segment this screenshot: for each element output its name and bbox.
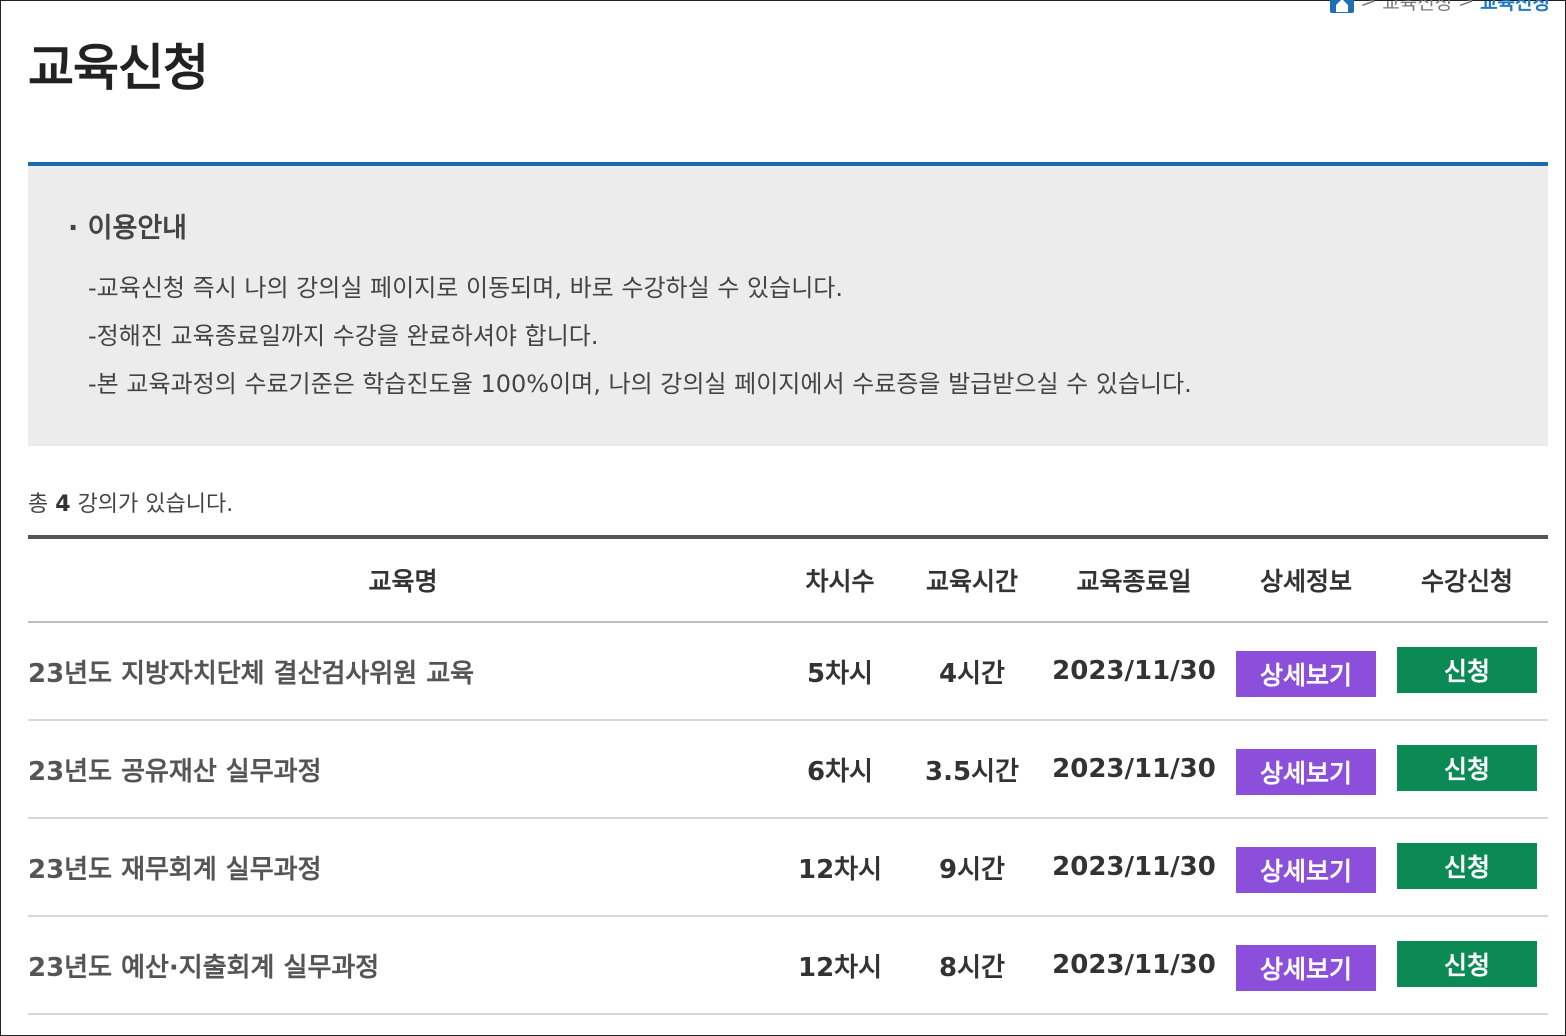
course-sessions: 5차시 — [807, 658, 873, 689]
column-header-detail: 상세정보 — [1259, 567, 1352, 596]
course-end-date: 2023/11/30 — [1052, 950, 1216, 980]
apply-cell: 신청 — [1386, 916, 1548, 1014]
title-divider — [28, 162, 1548, 166]
column-header-course-name: 교육명 — [368, 567, 438, 596]
usage-guide-line: -정해진 교육종료일까지 수강을 완료하셔야 합니다. — [88, 322, 599, 350]
course-name: 23년도 재무회계 실무과정 — [28, 854, 322, 885]
apply-button[interactable]: 신청 — [1397, 745, 1537, 791]
breadcrumb-separator: > — [1360, 0, 1377, 12]
apply-button[interactable]: 신청 — [1397, 843, 1537, 889]
page-title: 교육신청 — [28, 39, 209, 97]
usage-guide-box: · 이용안내 -교육신청 즉시 나의 강의실 페이지로 이동되며, 바로 수강하… — [28, 166, 1548, 446]
detail-button[interactable]: 상세보기 — [1236, 945, 1376, 991]
breadcrumb: > 교육신청 > 교육신청 — [1330, 0, 1550, 14]
apply-cell: 신청 — [1386, 720, 1548, 818]
column-header-apply: 수강신청 — [1420, 567, 1513, 596]
course-hours: 9시간 — [939, 854, 1005, 885]
apply-cell: 신청 — [1386, 622, 1548, 720]
course-sessions: 6차시 — [807, 756, 873, 787]
detail-button[interactable]: 상세보기 — [1236, 749, 1376, 795]
course-count-suffix: 강의가 있습니다. — [77, 492, 234, 517]
course-end-date: 2023/11/30 — [1052, 754, 1216, 784]
breadcrumb-item-parent[interactable]: 교육신청 — [1382, 0, 1453, 14]
apply-cell: 신청 — [1386, 818, 1548, 916]
apply-button[interactable]: 신청 — [1397, 941, 1537, 987]
usage-guide-line: -본 교육과정의 수료기준은 학습진도율 100%이며, 나의 강의실 페이지에… — [88, 370, 1192, 398]
course-hours: 8시간 — [939, 952, 1005, 983]
detail-cell: 상세보기 — [1226, 916, 1386, 1014]
detail-cell: 상세보기 — [1226, 720, 1386, 818]
course-end-date: 2023/11/30 — [1052, 852, 1216, 882]
table-row: 23년도 공유재산 실무과정 6차시 3.5시간 2023/11/30 상세보기… — [28, 720, 1548, 818]
course-table: 교육명 차시수 교육시간 교육종료일 상세정보 수강신청 23년도 지방자치단체… — [28, 535, 1548, 1015]
table-row: 23년도 지방자치단체 결산검사위원 교육 5차시 4시간 2023/11/30… — [28, 622, 1548, 720]
course-hours: 3.5시간 — [925, 756, 1019, 787]
column-header-hours: 교육시간 — [925, 567, 1018, 596]
course-name: 23년도 지방자치단체 결산검사위원 교육 — [28, 658, 475, 689]
detail-button[interactable]: 상세보기 — [1236, 847, 1376, 893]
course-count-summary: 총 4 강의가 있습니다. — [28, 486, 233, 518]
column-header-end-date: 교육종료일 — [1076, 567, 1192, 596]
breadcrumb-separator: > — [1458, 0, 1475, 12]
home-icon[interactable] — [1330, 0, 1355, 13]
course-hours: 4시간 — [939, 658, 1005, 689]
course-name: 23년도 공유재산 실무과정 — [28, 756, 322, 787]
course-sessions: 12차시 — [797, 952, 883, 983]
table-row: 23년도 재무회계 실무과정 12차시 9시간 2023/11/30 상세보기 … — [28, 818, 1548, 916]
detail-button[interactable]: 상세보기 — [1236, 651, 1376, 697]
detail-cell: 상세보기 — [1226, 818, 1386, 916]
detail-cell: 상세보기 — [1226, 622, 1386, 720]
table-header-row: 교육명 차시수 교육시간 교육종료일 상세정보 수강신청 — [28, 537, 1548, 622]
usage-guide-line: -교육신청 즉시 나의 강의실 페이지로 이동되며, 바로 수강하실 수 있습니… — [88, 274, 843, 302]
course-count-prefix: 총 — [28, 492, 49, 517]
breadcrumb-item-current: 교육신청 — [1480, 0, 1550, 14]
apply-button[interactable]: 신청 — [1397, 647, 1537, 693]
table-row: 23년도 예산·지출회계 실무과정 12차시 8시간 2023/11/30 상세… — [28, 916, 1548, 1014]
usage-guide-title: · 이용안내 — [68, 213, 188, 244]
column-header-sessions: 차시수 — [805, 567, 875, 596]
course-name: 23년도 예산·지출회계 실무과정 — [28, 952, 380, 983]
course-count-value: 4 — [55, 492, 71, 517]
course-sessions: 12차시 — [797, 854, 883, 885]
course-end-date: 2023/11/30 — [1052, 656, 1216, 686]
